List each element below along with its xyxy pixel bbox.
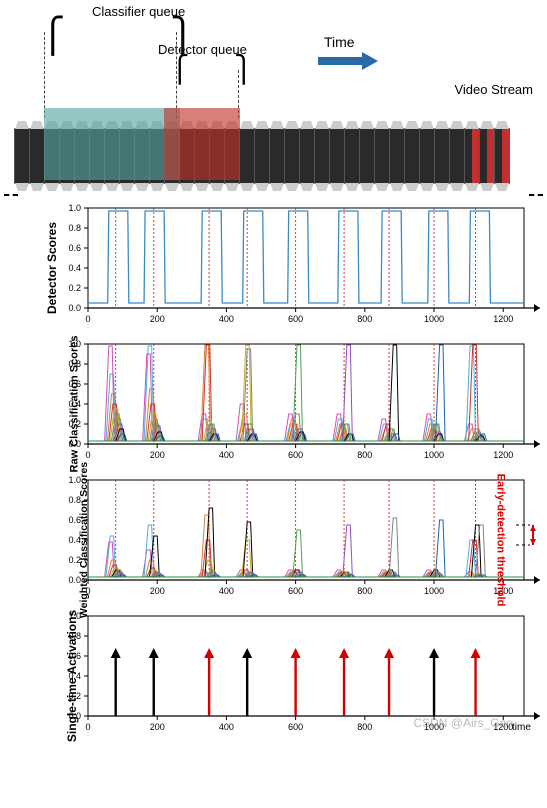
svg-text:0.0: 0.0 [68,303,81,313]
video-stream-diagram: Classifier queue ⎧ ⎫ Detector queue ⎧ ⎫ … [4,4,543,194]
svg-text:0: 0 [85,722,90,732]
early-detection-threshold-label: Early-detection threshold [495,474,507,607]
svg-text:0: 0 [85,450,90,460]
svg-text:time: time [512,722,531,733]
svg-text:600: 600 [288,586,303,596]
svg-text:200: 200 [150,722,165,732]
svg-text:200: 200 [150,450,165,460]
chart-svg: 0.00.20.40.60.81.0020040060080010001200 [32,338,547,466]
svg-text:0.8: 0.8 [68,223,81,233]
time-label: Time [324,34,355,50]
svg-text:0.2: 0.2 [68,283,81,293]
single-time-activations-chart: Single-time Activations 0.00.20.40.60.81… [32,610,543,742]
svg-text:400: 400 [219,722,234,732]
ylabel: Raw Classification Scores [68,336,80,473]
svg-text:0: 0 [85,314,90,324]
watermark: CSDN @Airs_Gao [413,716,513,730]
svg-text:1000: 1000 [424,450,444,460]
svg-text:1200: 1200 [493,314,513,324]
svg-text:400: 400 [219,586,234,596]
svg-text:1.0: 1.0 [68,203,81,213]
svg-text:400: 400 [219,314,234,324]
svg-text:600: 600 [288,722,303,732]
chart-svg: 0.00.20.40.60.81.0020040060080010001200 [32,474,547,602]
frames-row [14,116,533,194]
bracket-left-2: ⎧ [170,54,190,85]
dashed-line [44,32,45,118]
weighted-classification-chart: Weighted Classification Scores 0.00.20.4… [32,474,543,606]
dash-mark [4,194,18,196]
svg-text:200: 200 [150,586,165,596]
svg-text:800: 800 [357,450,372,460]
svg-text:1000: 1000 [424,314,444,324]
dash-mark [529,194,543,196]
svg-text:600: 600 [288,314,303,324]
svg-text:0.4: 0.4 [68,263,81,273]
ylabel: Single-time Activations [65,610,79,742]
raw-classification-chart: Raw Classification Scores 0.00.20.40.60.… [32,338,543,470]
svg-text:800: 800 [357,586,372,596]
bracket-right-2: ⎫ [234,54,254,85]
chart-svg: 0.0 0.2 0.4 0.6 0.8 1.0 0 200 400 600 800 1000 1200 [32,202,547,330]
ylabel: Detector Scores [45,222,59,314]
svg-text:400: 400 [219,450,234,460]
svg-text:1200: 1200 [493,450,513,460]
svg-text:800: 800 [357,722,372,732]
detector-scores-chart: Detector Scores 0.0 0.2 0.4 0.6 0.8 1.0 0 200 40… [32,202,543,334]
dashed-line [176,32,177,118]
time-arrow-icon [318,52,378,70]
video-stream-label: Video Stream [454,82,533,97]
svg-text:1000: 1000 [424,586,444,596]
svg-text:800: 800 [357,314,372,324]
svg-text:0.6: 0.6 [68,243,81,253]
svg-text:600: 600 [288,450,303,460]
svg-text:200: 200 [150,314,165,324]
ylabel: Weighted Classification Scores [78,462,90,618]
